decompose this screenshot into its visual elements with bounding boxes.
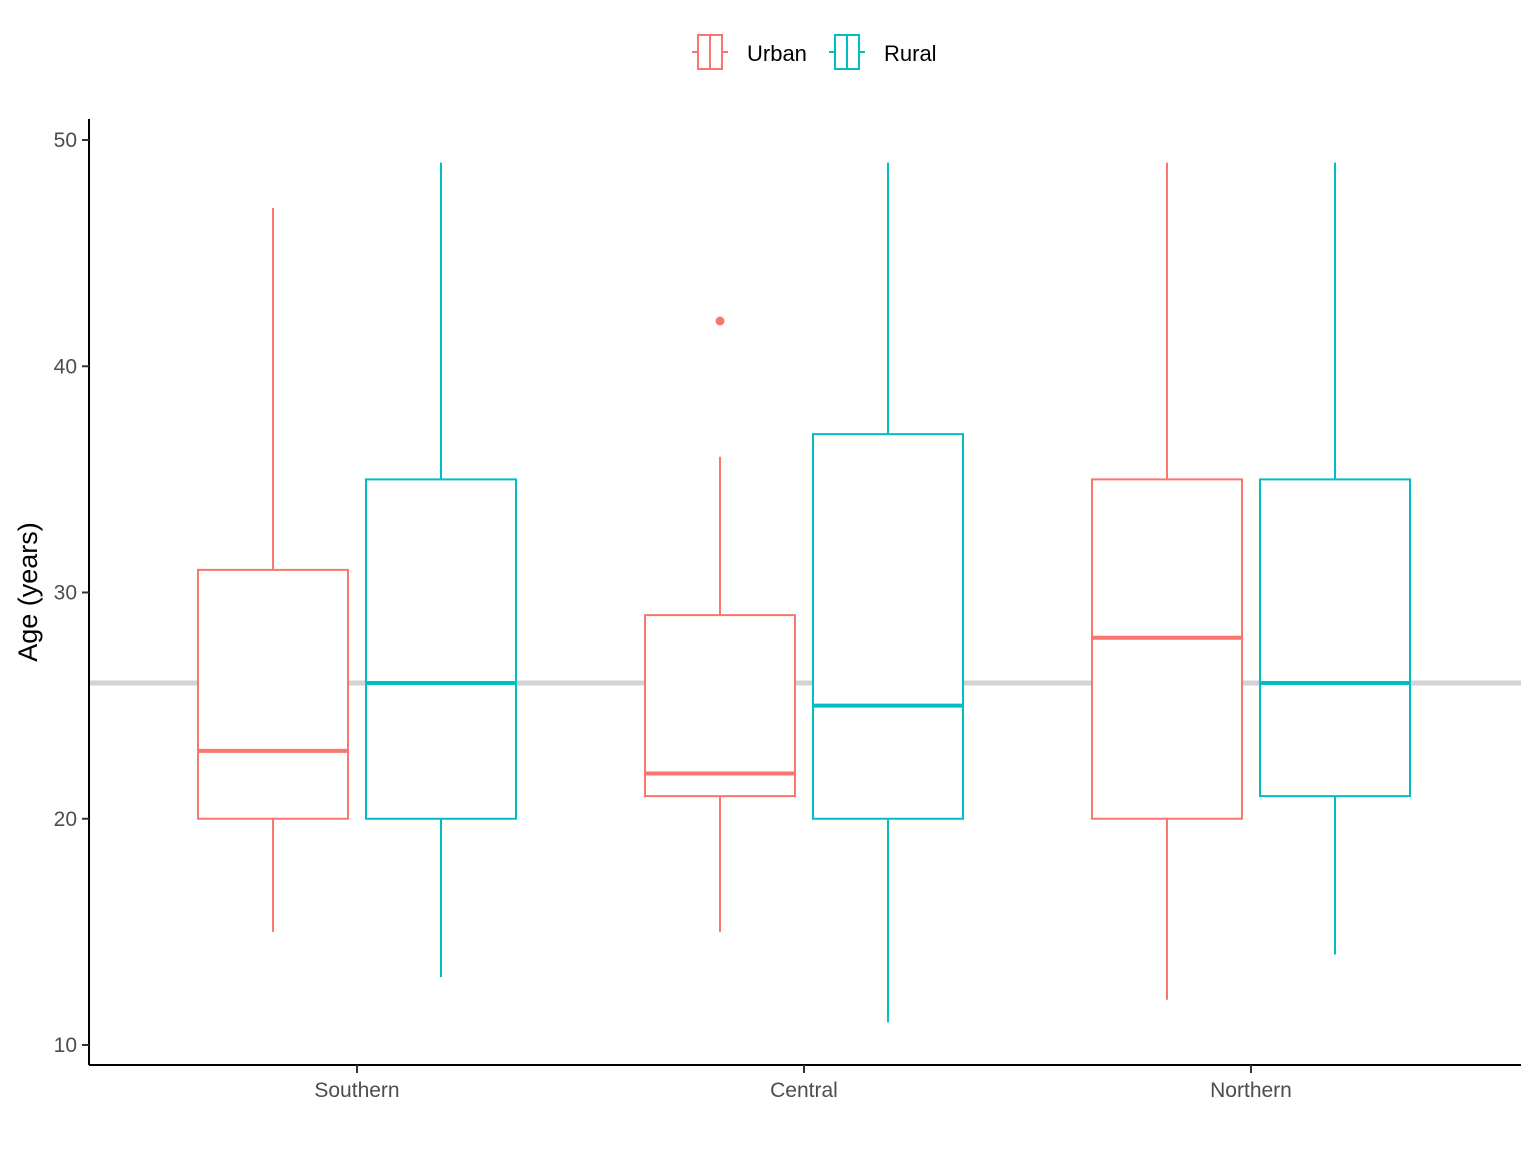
box-series-group (197, 162, 1411, 1023)
box-iqr (1259, 478, 1411, 798)
legend-item-rural: Rural (829, 34, 937, 70)
box-rural-central (812, 162, 964, 1023)
y-axis-ticks: 10 20 30 40 50 (54, 129, 89, 1057)
outlier-point (715, 316, 725, 326)
legend-label: Urban (747, 41, 807, 66)
x-axis-ticks: Southern Central Northern (314, 1065, 1292, 1102)
box-iqr (644, 614, 796, 798)
legend-item-urban: Urban (692, 34, 807, 70)
y-tick-label: 20 (54, 808, 77, 831)
x-tick-label: Northern (1210, 1079, 1292, 1102)
box-urban-southern (197, 207, 349, 932)
box-rural-southern (365, 162, 517, 978)
box-urban-northern (1091, 162, 1243, 1000)
legend: Urban Rural (692, 34, 937, 70)
y-tick-label: 10 (54, 1034, 77, 1057)
box-urban-central (644, 316, 796, 932)
legend-key-rural-icon (829, 34, 865, 70)
y-tick-label: 50 (54, 129, 77, 152)
box-iqr (1091, 478, 1243, 820)
x-tick-label: Southern (314, 1079, 399, 1102)
legend-key-urban-icon (692, 34, 728, 70)
box-iqr (365, 478, 517, 820)
y-axis-title: Age (years) (13, 522, 43, 662)
y-tick-label: 30 (54, 582, 77, 605)
box-iqr (812, 433, 964, 820)
legend-label: Rural (884, 41, 937, 66)
box-rural-northern (1259, 162, 1411, 955)
box-iqr (197, 568, 349, 820)
x-tick-label: Central (770, 1079, 838, 1102)
y-tick-label: 40 (54, 355, 77, 378)
